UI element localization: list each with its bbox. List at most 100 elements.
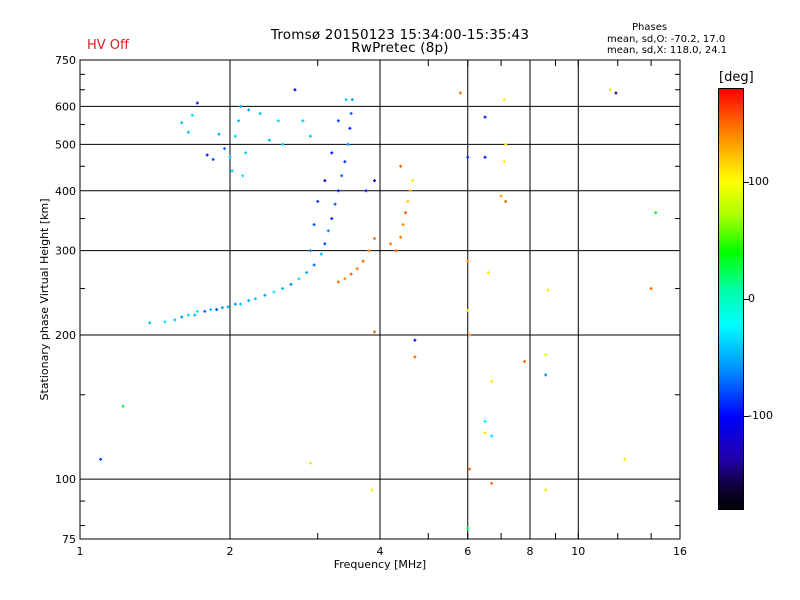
data-point (654, 211, 658, 215)
data-point (502, 98, 506, 102)
data-point (217, 132, 221, 136)
data-point (373, 330, 377, 334)
data-point (373, 236, 377, 240)
data-point (336, 189, 340, 193)
data-point (486, 271, 490, 275)
data-point (413, 338, 417, 342)
y-tick-label: 750 (55, 54, 76, 67)
chart-title: Tromsø 20150123 15:34:00-15:35:43 (270, 27, 530, 43)
data-point (546, 288, 550, 292)
data-point (163, 320, 167, 324)
chart-subtitle: RwPretec (8p) (351, 40, 449, 56)
data-point (308, 249, 312, 253)
data-point (344, 98, 348, 102)
x-tick-label: 8 (527, 545, 534, 558)
data-point (319, 252, 323, 256)
x-tick-label: 10 (571, 545, 585, 558)
data-point (544, 488, 548, 492)
data-point (490, 434, 494, 438)
data-point (340, 174, 344, 178)
data-point (466, 526, 470, 530)
data-point (247, 108, 251, 112)
data-point (215, 308, 219, 312)
data-point (504, 142, 508, 146)
data-point (239, 104, 243, 108)
data-point (466, 308, 470, 312)
y-tick-label: 300 (55, 245, 76, 258)
data-point (276, 119, 280, 123)
data-point (343, 160, 347, 164)
colorbar-tick-label: 0 (748, 292, 755, 305)
phase-colorbar (718, 88, 744, 510)
colorbar-tick-mark (744, 299, 749, 300)
data-point (241, 174, 245, 178)
data-point (305, 271, 309, 275)
data-point (195, 101, 199, 105)
data-point (608, 88, 612, 92)
data-point (483, 431, 487, 435)
data-point (281, 142, 285, 146)
data-point (468, 333, 472, 337)
data-point (649, 287, 653, 291)
data-point (289, 282, 293, 286)
data-point (490, 379, 494, 383)
data-point (293, 88, 297, 92)
data-point (458, 91, 462, 95)
data-point (326, 229, 330, 233)
data-point (99, 457, 103, 461)
data-point (490, 481, 494, 485)
data-point (333, 202, 337, 206)
data-point (312, 263, 316, 267)
y-tick-label: 200 (55, 329, 76, 342)
data-point (281, 287, 285, 291)
data-point (336, 280, 340, 284)
data-point (205, 153, 209, 157)
data-point (623, 457, 627, 461)
data-point (349, 111, 353, 115)
x-axis-label: Frequency [MHz] (334, 558, 426, 571)
hv-status-label: HV Off (87, 38, 129, 53)
data-point (544, 373, 548, 377)
data-point (263, 293, 267, 297)
data-point (258, 111, 262, 115)
phases-heading: Phases (632, 22, 668, 33)
data-point (186, 313, 190, 317)
data-point (253, 297, 257, 301)
data-point (209, 308, 213, 312)
data-point (223, 147, 227, 151)
data-point (230, 169, 234, 173)
y-tick-label: 600 (55, 100, 76, 113)
data-point (370, 488, 374, 492)
data-point (180, 315, 184, 319)
data-point (203, 309, 207, 313)
data-point (186, 130, 190, 134)
data-point (483, 155, 487, 159)
data-point (483, 419, 487, 423)
data-point (504, 199, 508, 203)
data-point (244, 151, 248, 155)
data-point (330, 151, 334, 155)
data-point (350, 98, 354, 102)
colorbar-tick-mark (744, 181, 749, 183)
data-point (121, 404, 125, 408)
data-point (401, 223, 405, 227)
colorbar-tick-mark (744, 416, 749, 418)
x-tick-label: 4 (377, 545, 384, 558)
data-point (355, 267, 359, 271)
colorbar-unit-label: [deg] (719, 70, 754, 85)
data-point (323, 242, 327, 246)
data-point (361, 259, 365, 263)
data-point (483, 115, 487, 119)
data-point (466, 155, 470, 159)
data-point (413, 355, 417, 359)
data-point (389, 242, 393, 246)
data-point (316, 199, 320, 203)
data-point (173, 318, 177, 322)
data-point (301, 119, 305, 123)
data-point (373, 179, 377, 183)
data-point (195, 309, 199, 313)
data-point (148, 321, 152, 325)
phases-o-stats: mean, sd,O: -70.2, 17.0 (607, 34, 726, 45)
data-point (336, 119, 340, 123)
y-axis-label: Stationary phase Virtual Height [km] (38, 198, 51, 400)
